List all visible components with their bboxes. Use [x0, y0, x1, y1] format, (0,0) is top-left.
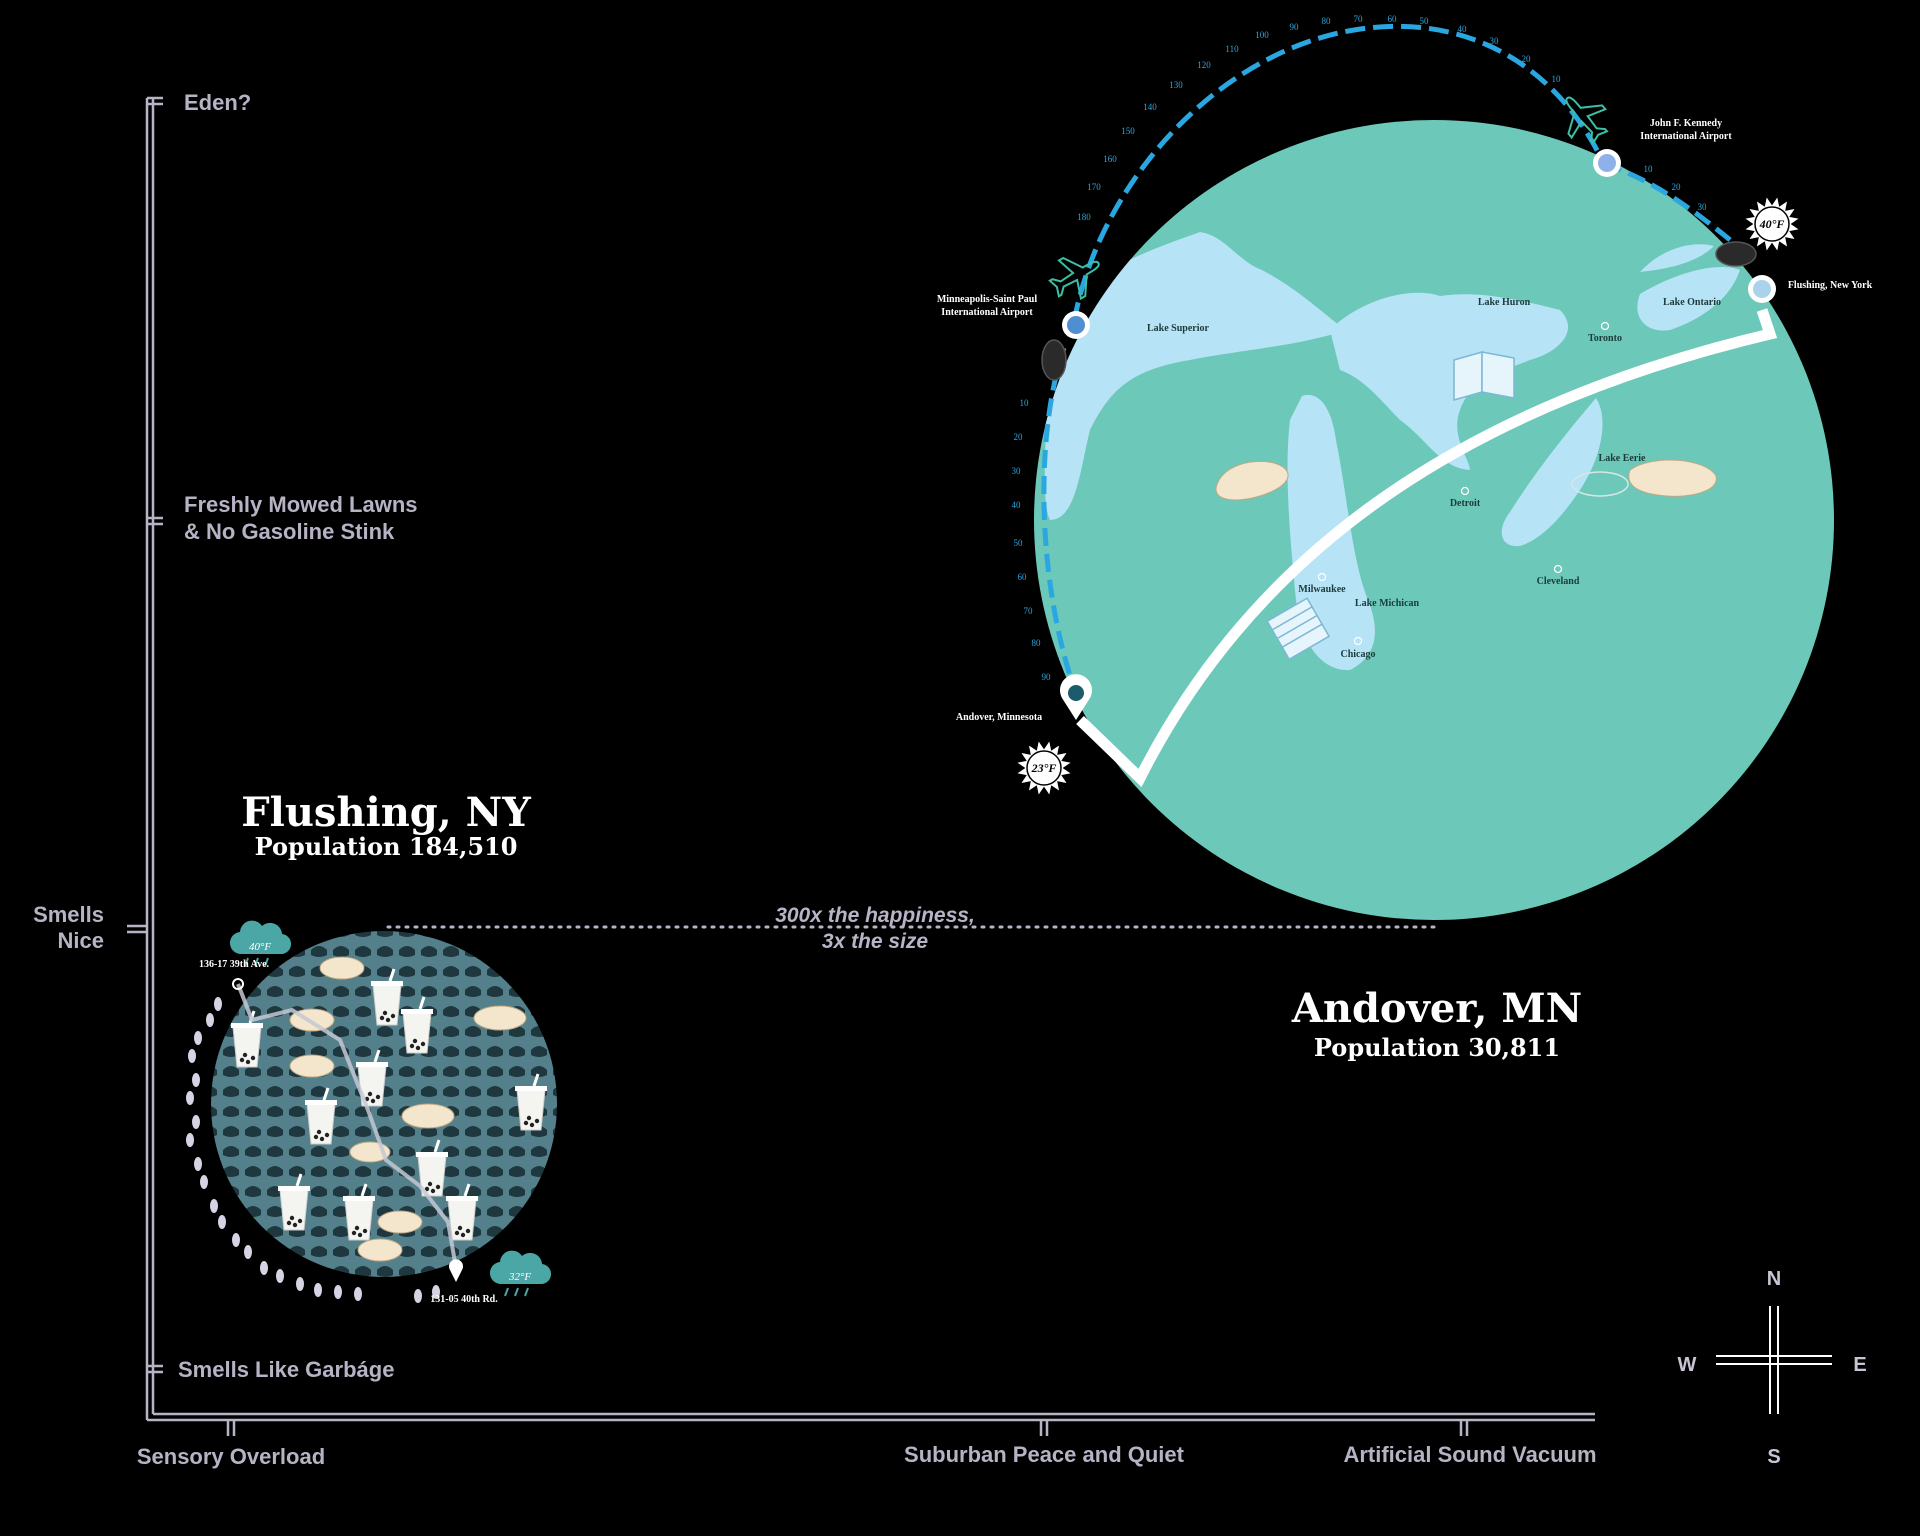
route-tick-label: 90 — [1042, 672, 1052, 682]
route-tick-label: 180 — [1077, 212, 1091, 222]
andover-title: Andover, MN — [1291, 985, 1582, 1032]
city-label: Cleveland — [1537, 576, 1580, 587]
flight-arc: 10 20 30 40 50 60 70 80 90 100 110 120 130 140 150 160 1… — [1012, 14, 1742, 683]
flushing-map-temp: 40°F — [1759, 217, 1785, 231]
sun-icon — [1741, 193, 1803, 255]
msp-label-line2: International Airport — [941, 307, 1033, 318]
route-tick-label: 90 — [1290, 22, 1300, 32]
car-icon — [1041, 241, 1757, 381]
route-tick-label: 60 — [1388, 14, 1398, 24]
route-tick-label: 10 — [1552, 74, 1562, 84]
x-label-sound-vacuum: Artificial Sound Vacuum — [1343, 1442, 1596, 1467]
great-lakes-map — [1034, 120, 1834, 920]
jfk-airport-pin-icon — [1593, 149, 1621, 177]
flushing-title: Flushing, NY — [241, 789, 531, 836]
x-axis — [147, 1412, 1595, 1436]
x-label-suburban: Suburban Peace and Quiet — [904, 1442, 1185, 1467]
comparison-text-line1: 300x the happiness, — [775, 904, 975, 927]
route-tick-label: 110 — [1225, 44, 1239, 54]
flushing-end-address: 131-05 40th Rd. — [430, 1294, 498, 1305]
lake-label: Lake Superior — [1147, 323, 1210, 334]
route-tick-label: 100 — [1255, 30, 1269, 40]
jfk-label-line2: International Airport — [1640, 131, 1732, 142]
y-label-lawns-line2: & No Gasoline Stink — [184, 519, 395, 544]
beach-towel-icon — [1266, 597, 1331, 661]
compass-north: N — [1767, 1268, 1781, 1290]
city-label: Chicago — [1341, 649, 1376, 660]
route-tick-label: 20 — [1672, 182, 1682, 192]
y-label-smells-nice-line2: Nice — [58, 928, 104, 953]
map-lake-labels: Lake Superior Lake Huron Lake Ontario La… — [1147, 297, 1721, 609]
rain-cloud-icon: 40°F — [229, 920, 292, 967]
x-label-sensory-overload: Sensory Overload — [137, 1444, 325, 1469]
andover-population: Population 30,811 — [1314, 1033, 1560, 1062]
flushing-pin-icon — [1748, 275, 1776, 303]
flushing-population: Population 184,510 — [255, 832, 518, 861]
flushing-end-pin-icon — [449, 1259, 464, 1282]
route-tick-label: 50 — [1420, 16, 1430, 26]
footprints — [186, 997, 440, 1303]
route-tick-label: 30 — [1698, 202, 1708, 212]
andover-mn-map-label: Andover, Minnesota — [956, 712, 1042, 723]
flushing-temp-top: 40°F — [249, 941, 271, 953]
y-label-garbage: Smells Like Garbáge — [178, 1357, 394, 1382]
lake-label: Lake Ontario — [1663, 297, 1721, 308]
map-bread-icons — [1215, 459, 1717, 501]
route-tick-label: 40 — [1458, 24, 1468, 34]
compass-rose — [1716, 1306, 1832, 1414]
lake-label: Lake Michican — [1355, 598, 1420, 609]
compass-west: W — [1678, 1354, 1697, 1376]
y-label-lawns-line1: Freshly Mowed Lawns — [184, 492, 418, 517]
sun-icon — [1013, 737, 1075, 799]
drive-route — [1076, 308, 1778, 788]
route-tick-label: 20 — [1014, 432, 1024, 442]
route-tick-label: 30 — [1490, 36, 1500, 46]
route-tick-label: 130 — [1169, 80, 1183, 90]
route-tick-label: 30 — [1012, 466, 1022, 476]
map-city-labels: Toronto Detroit Milwaukee Cleveland Chic… — [1298, 321, 1622, 660]
y-label-smells-nice-line1: Smells — [33, 902, 104, 927]
route-tick-label: 80 — [1322, 16, 1332, 26]
route-tick-label: 120 — [1197, 60, 1211, 70]
flushing-start-pin-icon — [232, 978, 244, 990]
andover-temp: 23°F — [1031, 761, 1057, 775]
city-label: Milwaukee — [1298, 584, 1346, 595]
comparison-text-line2: 3x the size — [822, 930, 929, 953]
route-tick-label: 80 — [1032, 638, 1042, 648]
msp-airport-pin-icon — [1062, 311, 1090, 339]
compass-south: S — [1767, 1446, 1780, 1468]
city-label: Detroit — [1450, 498, 1481, 509]
route-tick-label: 160 — [1103, 154, 1117, 164]
route-tick-label: 70 — [1354, 14, 1364, 24]
andover-pin-icon — [1060, 674, 1093, 720]
lake-label: Lake Eerie — [1599, 453, 1646, 464]
jfk-label-line1: John F. Kennedy — [1650, 118, 1722, 129]
rain-cloud-icon: 32°F — [489, 1250, 552, 1297]
route-tick-label: 60 — [1018, 572, 1028, 582]
flushing-ny-map-label: Flushing, New York — [1788, 280, 1873, 291]
y-axis — [127, 96, 163, 1420]
compass-east: E — [1853, 1354, 1866, 1376]
airplane-icon — [1048, 256, 1100, 301]
route-tick-label: 140 — [1143, 102, 1157, 112]
route-tick-label: 170 — [1087, 182, 1101, 192]
lake-label: Lake Huron — [1478, 297, 1531, 308]
route-tick-label: 70 — [1024, 606, 1034, 616]
y-label-eden: Eden? — [184, 90, 251, 115]
route-tick-label: 150 — [1121, 126, 1135, 136]
route-tick-label: 50 — [1014, 538, 1024, 548]
book-icon — [1453, 351, 1515, 401]
flushing-walk-route — [236, 983, 458, 1269]
city-label: Toronto — [1588, 333, 1622, 344]
flushing-start-address: 136-17 39th Ave. — [199, 959, 270, 970]
route-tick-label: 40 — [1012, 500, 1022, 510]
airplane-icon — [1565, 96, 1609, 145]
route-tick-label: 10 — [1020, 398, 1030, 408]
flushing-temp-bottom: 32°F — [508, 1271, 531, 1283]
route-tick-label: 20 — [1522, 54, 1532, 64]
flushing-map-circle — [211, 931, 557, 1277]
route-tick-label: 10 — [1644, 164, 1654, 174]
msp-label-line1: Minneapolis-Saint Paul — [937, 294, 1038, 305]
